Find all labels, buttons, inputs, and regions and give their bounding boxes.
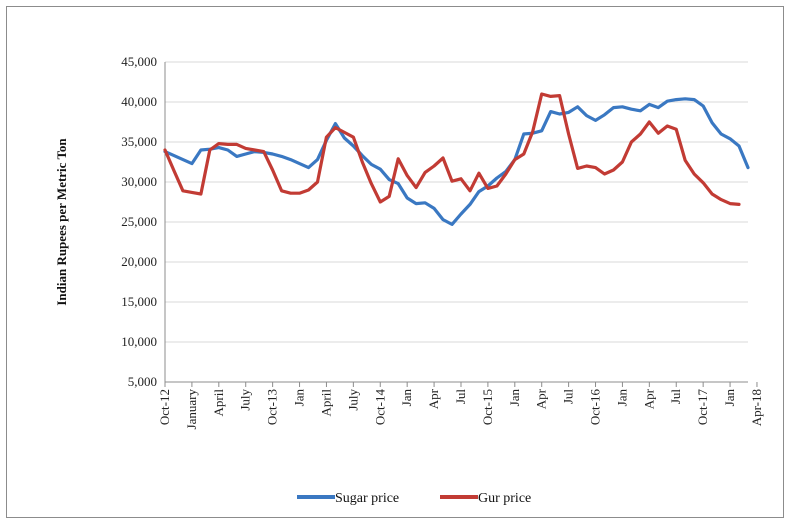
- x-tick-label: Jul: [561, 389, 576, 405]
- x-tick-label: Jan: [507, 389, 522, 407]
- y-tick-label: 30,000: [121, 174, 157, 189]
- x-tick-label: Oct-14: [372, 389, 387, 426]
- y-axis-label: Indian Rupees per Metric Ton: [54, 138, 69, 306]
- x-tick-labels: Oct-12 January April July Oct-13 Jan April July…: [157, 382, 764, 429]
- x-tick-label: Oct-12: [157, 389, 172, 425]
- x-tick-label: Jan: [722, 389, 737, 407]
- x-tick-label: July: [345, 389, 360, 411]
- x-tick-label: Oct-16: [588, 389, 603, 426]
- x-tick-label: Jan: [292, 389, 307, 407]
- series-lines: [163, 92, 750, 226]
- x-tick-label: Oct-13: [265, 389, 280, 425]
- y-tick-label: 15,000: [121, 294, 157, 309]
- legend-label-sugar: Sugar price: [335, 491, 399, 506]
- x-tick-label: Jan: [614, 389, 629, 407]
- y-tick-labels: 5,000 10,000 15,000 20,000 25,000 30,000 35,00…: [121, 54, 157, 389]
- legend-label-gur: Gur price: [478, 491, 531, 506]
- gridlines: [165, 61, 748, 343]
- y-tick-label: 35,000: [121, 134, 157, 149]
- x-tick-label: Apr: [426, 388, 441, 409]
- x-tick-label: Jul: [668, 389, 683, 405]
- x-tick-label: January: [184, 389, 199, 430]
- x-tick-label: Apr-18: [749, 389, 764, 426]
- y-tick-label: 5,000: [128, 374, 157, 389]
- x-tick-label: July: [238, 389, 253, 411]
- x-tick-label: April: [318, 389, 333, 417]
- x-tick-label: Apr: [641, 388, 656, 409]
- y-tick-label: 20,000: [121, 254, 157, 269]
- x-tick-label: Apr: [534, 388, 549, 409]
- sugar-price-line: [163, 97, 750, 226]
- gur-price-line: [163, 92, 741, 206]
- legend: Sugar price Gur price: [297, 491, 531, 506]
- x-tick-label: Jan: [399, 389, 414, 407]
- x-tick-label: Oct-17: [695, 389, 710, 426]
- x-tick-label: Oct-15: [480, 389, 495, 425]
- y-tick-label: 25,000: [121, 214, 157, 229]
- y-tick-label: 45,000: [121, 54, 157, 69]
- y-tick-label: 40,000: [121, 94, 157, 109]
- x-tick-label: Jul: [453, 389, 468, 405]
- x-tick-label: April: [211, 389, 226, 417]
- y-tick-label: 10,000: [121, 334, 157, 349]
- axes: [164, 62, 748, 383]
